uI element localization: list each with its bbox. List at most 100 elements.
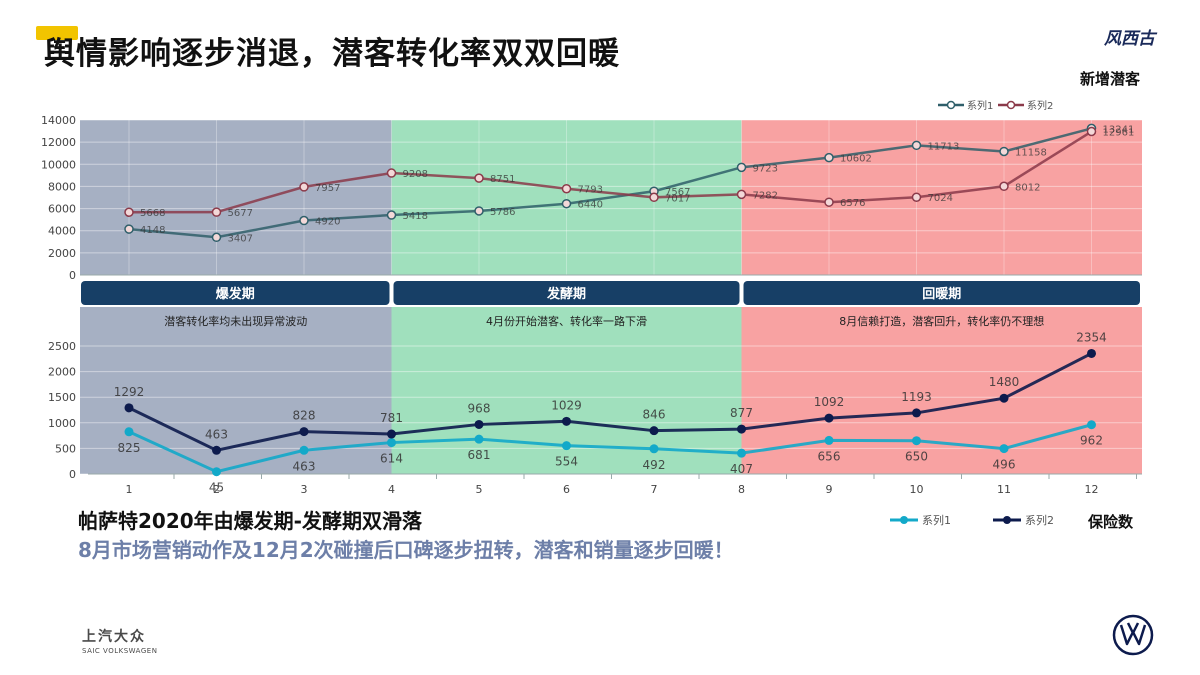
top-series-1-point <box>824 152 834 163</box>
bottom-legend-label: 系列2 <box>1025 513 1054 527</box>
bottom-series-2-data-label: 781 <box>380 411 403 425</box>
brand-logo: 风西古 <box>1104 29 1155 49</box>
top-series-2-point <box>999 181 1009 192</box>
bottom-x-tick-label: 9 <box>826 483 833 496</box>
bottom-y-tick-label: 500 <box>55 442 76 455</box>
phase-header-label: 爆发期 <box>216 286 255 302</box>
top-series-2-point <box>211 207 222 217</box>
bottom-series-2-point <box>124 403 134 413</box>
top-y-tick-label: 2000 <box>48 247 76 260</box>
bottom-series-1-point <box>999 444 1009 454</box>
bottom-series-1-data-label: 825 <box>118 441 141 455</box>
bottom-series-1-data-label: 962 <box>1080 434 1103 448</box>
top-series-1-point <box>474 206 484 216</box>
bottom-series-1-data-label: 681 <box>468 448 491 462</box>
summary-line-1: 帕萨特2020年由爆发期-发酵期双滑落 <box>78 509 422 533</box>
top-legend-marker <box>1006 100 1016 110</box>
top-series-1-data-label: 3407 <box>228 233 253 244</box>
top-series-1-point <box>124 224 134 234</box>
top-series-2-data-label: 8751 <box>490 174 515 185</box>
top-series-1-line <box>128 127 1092 239</box>
bottom-series-1-data-label: 496 <box>993 458 1016 472</box>
bottom-series-1-point <box>912 436 921 446</box>
top-series-1-data-label: 13241 <box>1103 124 1135 135</box>
phase-note: 4月份开始潜客、转化率一路下滑 <box>486 314 647 328</box>
top-series-2-point <box>1086 126 1097 137</box>
top-series-2-point <box>824 197 834 207</box>
phase-note: 潜客转化率均未出现异常波动 <box>164 314 307 328</box>
phase-header-label: 回暖期 <box>922 286 961 302</box>
top-y-tick-label: 6000 <box>48 203 76 216</box>
bottom-x-tick-label: 11 <box>997 483 1011 496</box>
top-series-1-point <box>386 210 397 220</box>
top-series-2-data-label: 5677 <box>228 208 253 219</box>
bottom-x-tick-label: 8 <box>738 483 745 496</box>
top-series-2-data-label: 7282 <box>753 190 778 201</box>
bottom-x-tick-label: 10 <box>910 483 924 496</box>
top-series-2-point <box>736 189 747 200</box>
top-series-1-data-label: 4148 <box>140 225 165 236</box>
bottom-series-2-data-label: 968 <box>468 401 491 415</box>
bottom-series-2-data-label: 846 <box>643 408 666 422</box>
top-y-tick-label: 10000 <box>41 158 76 171</box>
top-series-2-point <box>561 183 572 194</box>
company-name-cn: 上汽大众 <box>82 629 146 645</box>
bottom-series-1-point <box>1087 420 1096 430</box>
top-legend-label: 系列1 <box>967 99 993 112</box>
bottom-series-1-point <box>474 434 484 444</box>
bottom-y-tick-label: 1000 <box>48 417 76 430</box>
bottom-phase-band <box>741 307 1142 474</box>
bottom-series-2-point <box>474 419 484 429</box>
top-y-tick-label: 12000 <box>41 136 76 149</box>
top-series-1-point <box>736 162 747 173</box>
top-series-1-data-label: 11713 <box>928 141 960 152</box>
top-series-2-point <box>474 173 484 183</box>
top-legend-marker <box>946 100 956 110</box>
top-series-1-data-label: 5418 <box>403 211 428 222</box>
top-series-2-data-label: 8012 <box>1015 182 1040 193</box>
bottom-x-tick-label: 6 <box>563 483 570 496</box>
top-series-2-line <box>128 130 1093 214</box>
bottom-series-2-data-label: 1193 <box>901 390 932 404</box>
saic-vw-logo: 上汽大众 SAIC VOLKSWAGEN <box>82 626 157 655</box>
bottom-legend-label: 系列1 <box>922 513 951 527</box>
top-series-2-data-label: 9208 <box>403 169 428 180</box>
bottom-series-2-point <box>912 408 921 418</box>
bottom-series-2-point <box>999 393 1009 403</box>
top-series-2-point <box>386 168 397 178</box>
top-series-2-data-label: 7957 <box>315 183 340 194</box>
bottom-series-1-point <box>212 467 221 477</box>
top-phase-band <box>80 120 392 275</box>
bottom-series-2-point <box>824 413 834 423</box>
top-series-1-data-label: 9723 <box>753 163 778 174</box>
bottom-series-1-data-label: 463 <box>293 459 316 473</box>
top-series-1-data-label: 5786 <box>490 207 515 218</box>
bottom-series-2-data-label: 1092 <box>814 395 845 409</box>
bottom-series-2-data-label: 1480 <box>989 375 1020 389</box>
bottom-series-2-point <box>1087 348 1096 358</box>
top-y-tick-label: 8000 <box>48 180 76 193</box>
top-series-2-point <box>299 182 309 192</box>
bottom-legend-marker <box>900 516 908 524</box>
bottom-series-2-point <box>212 445 221 455</box>
bottom-series-2-data-label: 463 <box>205 427 228 441</box>
top-series-2-point <box>649 192 659 203</box>
bottom-series-2-point <box>649 426 659 436</box>
top-series-2-data-label: 7024 <box>928 193 953 204</box>
top-series-1-point <box>999 146 1009 157</box>
top-series-1-point <box>211 232 222 243</box>
bottom-x-tick-label: 12 <box>1085 483 1099 496</box>
bottom-series-1-data-label: 407 <box>730 462 753 476</box>
bottom-y-tick-label: 2000 <box>48 366 76 379</box>
bottom-y-tick-label: 2500 <box>48 340 76 353</box>
top-series-1-data-label: 10602 <box>840 154 872 165</box>
bottom-series-2-point <box>387 429 396 439</box>
bottom-series-1-point <box>737 448 746 458</box>
phase-header-label: 发酵期 <box>546 286 586 302</box>
bottom-x-tick-label: 1 <box>126 483 133 496</box>
bottom-y-tick-label: 0 <box>69 468 76 481</box>
phase-note: 8月信赖打造，潜客回升，转化率仍不理想 <box>839 314 1044 328</box>
bottom-series-2-data-label: 828 <box>293 409 316 423</box>
vw-logo-icon <box>1112 614 1154 656</box>
